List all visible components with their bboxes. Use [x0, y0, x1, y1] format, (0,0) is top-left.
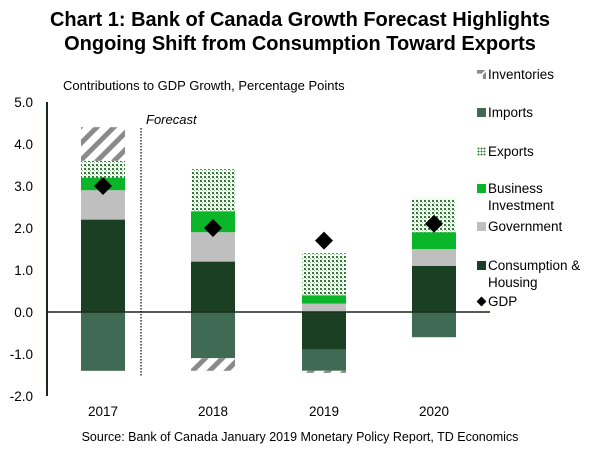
x-tick-label: 2020 — [419, 404, 449, 419]
gdp-marker-2020 — [425, 214, 443, 233]
legend-label: Consumption & Housing — [488, 257, 580, 291]
chart-title: Chart 1: Bank of Canada Growth Forecast … — [0, 8, 600, 56]
legend-label-line: Imports — [488, 105, 534, 120]
x-tick-label: 2018 — [198, 404, 228, 419]
legend-swatch-inventories — [477, 70, 486, 79]
gdp-marker-2019 — [315, 231, 333, 250]
legend-label: GDP — [488, 293, 517, 310]
bar-imports-2020 — [412, 312, 456, 338]
forecast-label: Forecast — [146, 112, 198, 127]
bar-imports-2018 — [191, 312, 235, 359]
y-tick-label: 2.0 — [14, 221, 33, 236]
legend-item-business-investment: Business Investment — [477, 180, 600, 214]
legend-label-line: Business — [488, 181, 543, 196]
legend-label-line: Investment — [488, 198, 555, 213]
y-tick-label: -1.0 — [10, 347, 33, 362]
legend-item-imports: Imports — [477, 104, 600, 121]
legend-label-line: GDP — [488, 294, 518, 309]
bar-imports-2017 — [81, 312, 125, 371]
legend-label-line: Consumption & — [488, 258, 581, 273]
legend-label: Government — [488, 218, 562, 235]
bar-consumption-housing-2019 — [302, 312, 346, 350]
legend-label: Imports — [488, 104, 533, 121]
legend-swatch-consumption-housing — [477, 261, 486, 270]
legend-item-gdp: GDP — [476, 293, 600, 310]
bar-exports-2019 — [302, 253, 346, 296]
bar-exports-2017 — [81, 160, 125, 178]
legend-label-line: Exports — [488, 144, 534, 159]
y-tick-label: 5.0 — [14, 95, 33, 110]
bar-government-2019 — [302, 303, 346, 312]
legend-swatch-imports — [477, 108, 486, 117]
legend-label: Business Investment — [488, 180, 554, 214]
x-tick-label: 2017 — [88, 404, 118, 419]
x-tick-label: 2019 — [309, 404, 339, 419]
bar-consumption-housing-2020 — [412, 265, 456, 312]
y-tick-label: 0.0 — [14, 305, 33, 320]
y-tick-label: 3.0 — [14, 179, 33, 194]
y-axis-label: Contributions to GDP Growth, Percentage … — [63, 78, 345, 93]
bar-business-investment-2020 — [412, 232, 456, 249]
y-tick-label: 4.0 — [14, 137, 33, 152]
legend-item-government: Government — [477, 218, 600, 235]
chart-title-line-1: Chart 1: Bank of Canada Growth Forecast … — [49, 9, 551, 31]
legend-item-consumption-housing: Consumption & Housing — [477, 257, 600, 291]
bar-inventories-2018 — [191, 358, 235, 371]
bar-inventories-2019 — [302, 370, 346, 373]
gdp-marker-2018 — [204, 219, 222, 237]
legend-swatch-business-investment — [477, 184, 486, 193]
y-tick-label: 1.0 — [14, 263, 33, 278]
y-tick-label: -2.0 — [10, 389, 33, 404]
legend-label-line: Housing — [488, 275, 538, 290]
legend-label: Exports — [488, 143, 534, 160]
chart-title-line-2: Ongoing Shift from Consumption Toward Ex… — [64, 33, 536, 55]
bar-consumption-housing-2018 — [191, 261, 235, 312]
legend-swatch-exports — [477, 147, 486, 156]
legend-label-line: Government — [488, 219, 563, 234]
bar-business-investment-2019 — [302, 295, 346, 304]
bar-exports-2018 — [191, 169, 235, 212]
legend-swatch-government — [477, 222, 486, 231]
bar-consumption-housing-2017 — [81, 219, 125, 312]
bar-government-2018 — [191, 232, 235, 262]
legend-swatch-gdp — [476, 296, 487, 307]
legend-label: Inventories — [488, 66, 554, 83]
legend-label-line: Inventories — [488, 67, 555, 82]
bar-government-2020 — [412, 249, 456, 266]
bar-imports-2019 — [302, 349, 346, 371]
bar-inventories-2017 — [81, 127, 125, 161]
legend-item-exports: Exports — [477, 143, 600, 160]
source-note: Source: Bank of Canada January 2019 Mone… — [81, 430, 519, 444]
bar-government-2017 — [81, 190, 125, 220]
legend-item-inventories: Inventories — [477, 66, 600, 83]
gdp-marker-2017 — [94, 177, 112, 195]
